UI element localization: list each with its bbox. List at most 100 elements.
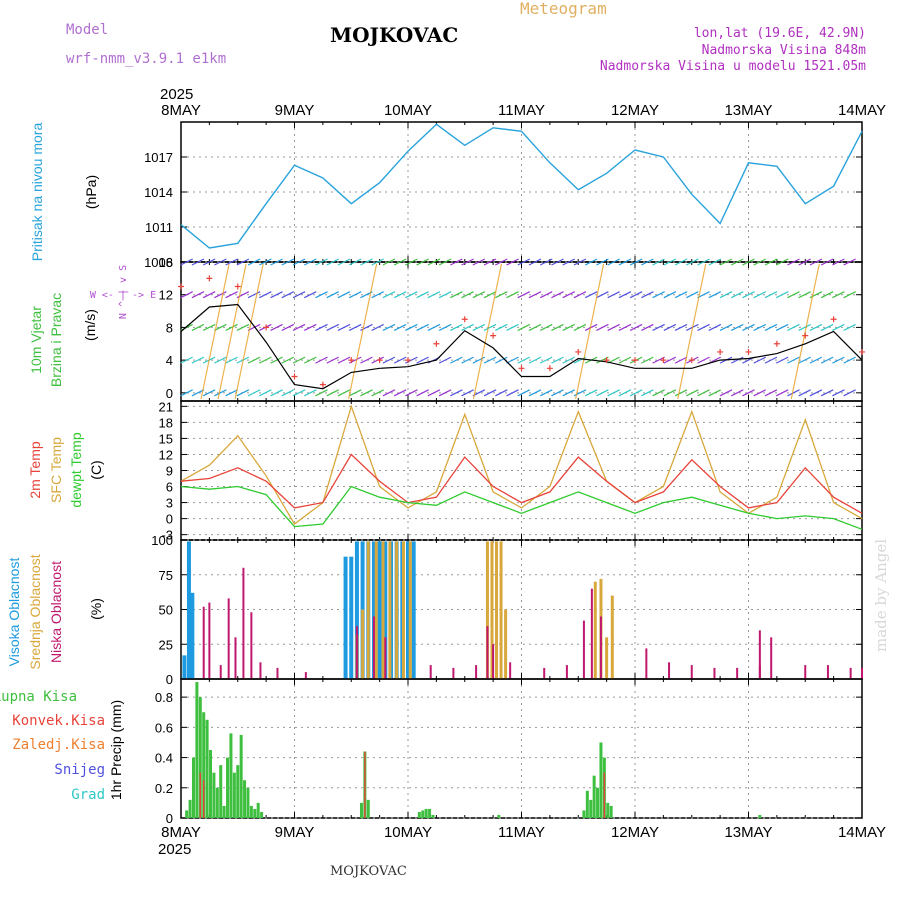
wind-barb (382, 258, 396, 266)
year-bottom: 2025 (158, 841, 191, 858)
high-cloud-bar (411, 541, 416, 679)
wind-barb (551, 323, 564, 331)
temp-unit: (C) (88, 460, 104, 479)
y-tick-label: 0 (166, 672, 173, 687)
gust-marker (745, 348, 752, 355)
wind-streak (472, 263, 503, 400)
wind-barb (461, 356, 474, 364)
wind-streak (200, 263, 230, 400)
wind-barb (641, 323, 654, 331)
wind-streak (217, 263, 247, 400)
wind-barb (652, 258, 665, 266)
low-cloud-bar (861, 667, 863, 679)
wind-barb (618, 323, 632, 331)
wind-streak (790, 263, 820, 400)
wind-barb (573, 291, 587, 299)
wind-barb (214, 389, 227, 397)
low-cloud-bar (208, 602, 211, 679)
wind-barb (337, 389, 351, 397)
wind-barb (641, 258, 654, 266)
high-cloud-bar (182, 655, 187, 679)
wind-barb (483, 356, 497, 364)
wind-barb (764, 356, 778, 364)
low-cloud-bar (475, 665, 478, 679)
wind-barb (719, 258, 733, 266)
wind-barb (393, 291, 407, 299)
high-cloud-label: Visoka Oblacnost (6, 558, 22, 667)
wind-barb (618, 291, 632, 299)
wind-barb (202, 323, 216, 331)
wind-barb (528, 291, 542, 299)
wind-barb (472, 258, 486, 266)
wind-barb (292, 291, 306, 299)
wind-barb (483, 389, 497, 397)
wind-barb (618, 389, 632, 397)
wind-barb (629, 291, 643, 299)
high-cloud-bar (383, 541, 388, 679)
wind-barb (528, 356, 542, 364)
wind-streak (575, 263, 605, 400)
wind-barb (708, 291, 722, 299)
wind-barb (180, 258, 193, 266)
pressure-unit: (hPa) (83, 175, 99, 209)
y-tick-label: 0.8 (155, 690, 173, 705)
wind-barb (539, 389, 553, 397)
gust-marker (433, 340, 440, 347)
wind-barb (304, 323, 317, 331)
mid-cloud-bar (388, 541, 392, 679)
y-tick-label: 75 (159, 568, 173, 583)
low-cloud-bar (242, 567, 245, 679)
wind-barb (214, 356, 227, 364)
wind-barb (191, 291, 205, 299)
wind-barb (663, 389, 677, 397)
wind-barb (764, 258, 778, 266)
wind-barb (202, 291, 216, 299)
y-tick-label: 3 (166, 496, 173, 511)
wind-barb (506, 356, 519, 364)
wind-barb (416, 323, 429, 331)
wind-barb (753, 356, 767, 364)
wind-barb (607, 291, 620, 299)
gust-marker (376, 357, 383, 364)
cloud-unit: (%) (88, 598, 104, 620)
wind-barb (438, 389, 452, 397)
high-cloud-bar (377, 541, 382, 679)
mid-cloud-bar (395, 541, 399, 679)
low-cloud-bar (509, 662, 512, 679)
precip-total-bar (609, 805, 613, 818)
wind-barb (281, 258, 295, 266)
wind-barb (764, 291, 778, 299)
precip-total-bar (185, 810, 189, 818)
time-tick-label: 14MAY (838, 824, 886, 841)
mid-cloud-bar (499, 541, 503, 679)
model-altitude-label: Nadmorska Visina u modelu 1521.05m (600, 59, 866, 74)
wind-barb (775, 389, 789, 397)
wind-barb (584, 323, 598, 331)
precip-total-bar (589, 799, 593, 818)
wind-barb (517, 291, 531, 299)
precip-total-bar (198, 697, 202, 818)
wind-barb (719, 389, 733, 397)
precip-total-bar (229, 733, 233, 818)
wind-barb (697, 323, 710, 331)
wind-barb (348, 323, 362, 331)
wind-barb (461, 323, 474, 331)
precip-total-bar (188, 799, 192, 818)
wind-barb (652, 356, 665, 364)
wind-barb (652, 389, 665, 397)
y-tick-label: -3 (161, 528, 173, 543)
wind-barb (326, 323, 340, 331)
wind-barb (495, 389, 508, 397)
wind-barb (315, 356, 328, 364)
wind-barb (506, 389, 519, 397)
low-cloud-bar (304, 672, 307, 679)
wind-barb (315, 389, 328, 397)
wind-barb (730, 258, 744, 266)
y-tick-label: 0.2 (155, 781, 173, 796)
wind-barb (641, 291, 654, 299)
wind-barb (697, 389, 710, 397)
y-tick-label: 100 (151, 533, 173, 548)
low-cloud-bar (645, 648, 648, 679)
precip-total-bar (417, 811, 421, 818)
